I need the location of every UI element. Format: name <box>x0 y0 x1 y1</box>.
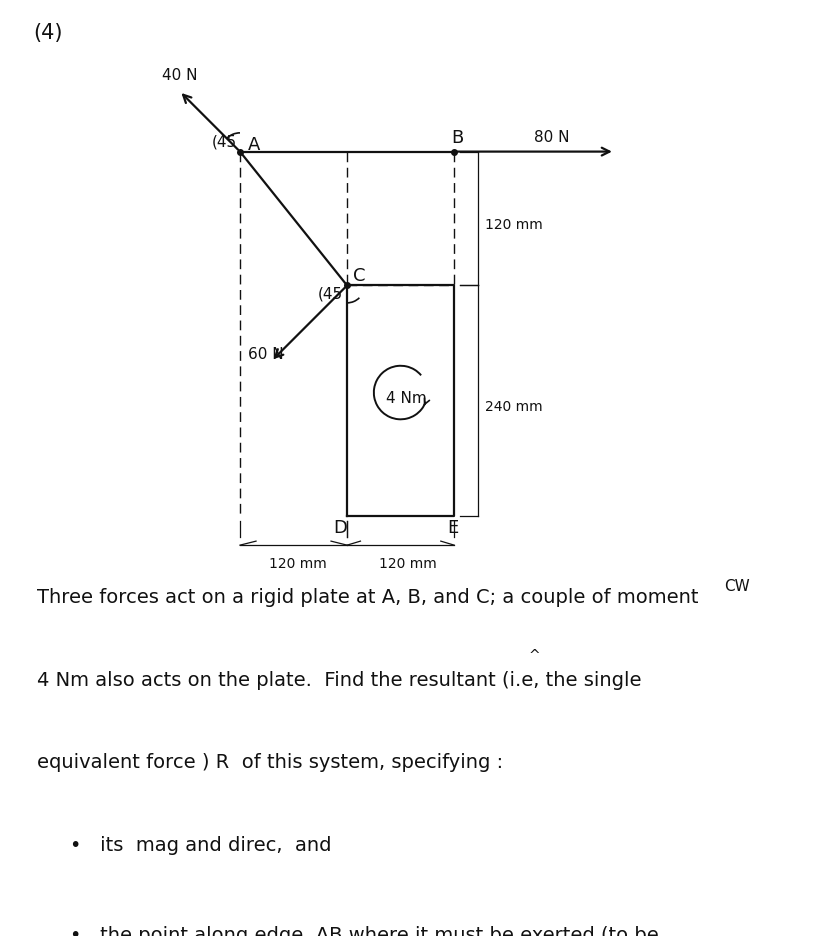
Text: A: A <box>248 136 260 154</box>
Text: 120 mm: 120 mm <box>269 556 327 570</box>
Text: 40 N: 40 N <box>162 68 198 83</box>
Text: CW: CW <box>724 578 749 593</box>
Text: •   the point along edge  AB where it must be exerted (to be: • the point along edge AB where it must … <box>70 926 658 936</box>
Text: (45: (45 <box>318 285 342 300</box>
Text: 4 Nm also acts on the plate.  Find the resultant (i.e, the single: 4 Nm also acts on the plate. Find the re… <box>37 670 641 689</box>
Text: 120 mm: 120 mm <box>484 218 542 231</box>
Text: equivalent force ) R  of this system, specifying :: equivalent force ) R of this system, spe… <box>37 753 503 771</box>
Text: •   its  mag and direc,  and: • its mag and direc, and <box>70 835 332 854</box>
Text: Three forces act on a rigid plate at A, B, and C; a couple of moment: Three forces act on a rigid plate at A, … <box>37 588 698 607</box>
Text: 60 N: 60 N <box>248 346 284 361</box>
Text: 4 Nm: 4 Nm <box>385 390 426 405</box>
Text: D: D <box>333 519 347 536</box>
Text: (45: (45 <box>212 134 237 149</box>
Text: 240 mm: 240 mm <box>484 400 542 414</box>
Text: ^: ^ <box>528 649 539 663</box>
Text: C: C <box>353 267 366 285</box>
Text: 80 N: 80 N <box>533 130 569 145</box>
Text: E: E <box>447 519 458 536</box>
Text: 120 mm: 120 mm <box>379 556 437 570</box>
Text: (4): (4) <box>33 23 63 43</box>
Text: B: B <box>451 129 463 147</box>
